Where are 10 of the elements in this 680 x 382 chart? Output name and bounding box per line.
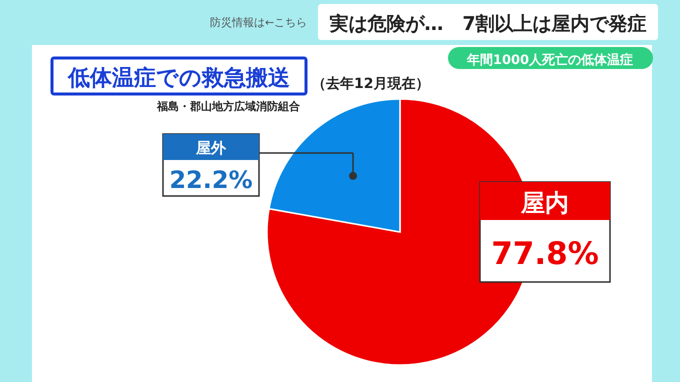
chart-title: 低体温症での救急搬送 <box>67 66 290 91</box>
data-label: 22.2% <box>169 166 253 194</box>
chart-subtitle: （去年12月現在） <box>312 76 430 92</box>
text: 防災情報は←こちら <box>210 16 308 29</box>
slice-label: 屋外 <box>195 139 227 157</box>
text: 年間1000人死亡の低体温症 <box>466 52 634 68</box>
text: 実は危険が… 7割以上は屋内で発症 <box>328 13 647 35</box>
text: 福島・郡山地方広域消防組合 <box>156 100 301 113</box>
slice-label: 屋内 <box>520 189 569 217</box>
data-label: 77.8% <box>491 236 599 272</box>
